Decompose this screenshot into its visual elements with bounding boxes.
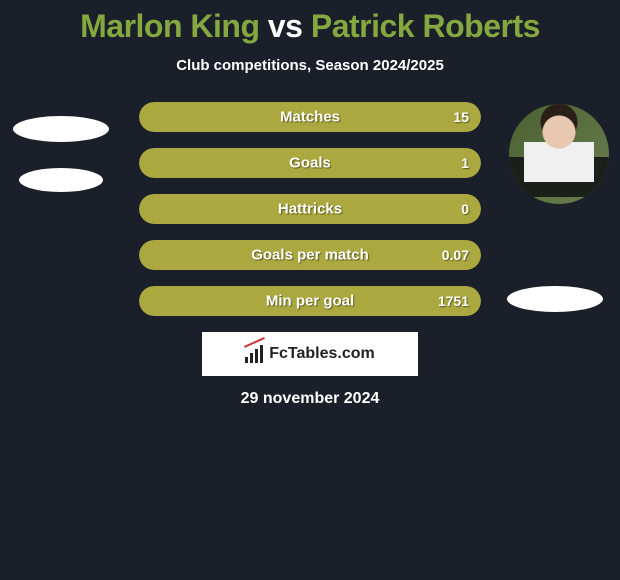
stat-label: Goals [289,155,331,172]
stat-right-value: 15 [453,109,469,125]
title-player2: Patrick Roberts [311,8,540,44]
flag-oval [13,116,109,142]
stat-row-goals: Goals 1 [139,148,481,178]
stat-right-value: 1751 [438,293,469,309]
stat-row-min-per-goal: Min per goal 1751 [139,286,481,316]
source-logo[interactable]: FcTables.com [202,332,418,376]
title-vs: vs [268,8,303,44]
stat-row-matches: Matches 15 [139,102,481,132]
main-area: Matches 15 Goals 1 Hattricks 0 [0,102,620,408]
player-photo [509,104,609,204]
player-left-flags [6,104,116,192]
player-left-column [6,104,116,192]
player-right-avatar [509,104,609,204]
logo-chart-icon [245,345,265,363]
stat-right-value: 0.07 [442,247,469,263]
stat-row-goals-per-match: Goals per match 0.07 [139,240,481,270]
stat-label: Matches [280,109,340,126]
subtitle: Club competitions, Season 2024/2025 [0,57,620,74]
player-right-column [504,104,614,204]
stat-row-hattricks: Hattricks 0 [139,194,481,224]
flag-oval [19,168,103,192]
date-label: 29 november 2024 [0,390,620,408]
stat-right-value: 0 [461,201,469,217]
player-right-flag-wrap [500,278,610,312]
stat-right-value: 1 [461,155,469,171]
stat-label: Hattricks [278,201,342,218]
stat-label: Goals per match [251,247,369,264]
stat-label: Min per goal [266,293,354,310]
comparison-card: Marlon King vs Patrick Roberts Club comp… [0,0,620,408]
title-player1: Marlon King [80,8,259,44]
stats-bars: Matches 15 Goals 1 Hattricks 0 [139,102,481,316]
logo-text: FcTables.com [269,345,375,363]
page-title: Marlon King vs Patrick Roberts [0,8,620,45]
flag-oval [507,286,603,312]
